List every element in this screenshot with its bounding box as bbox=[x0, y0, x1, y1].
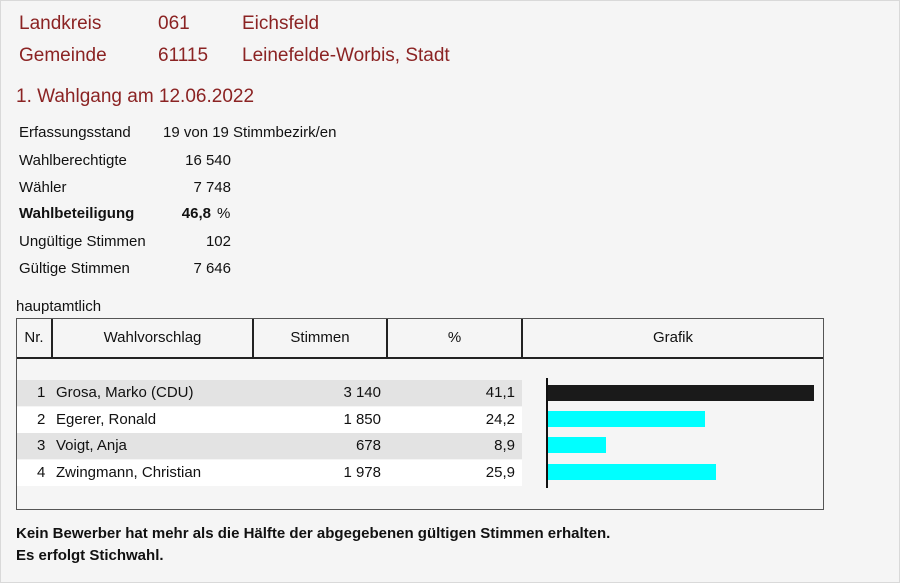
row-votes: 1 850 bbox=[343, 411, 381, 428]
row-pct: 8,9 bbox=[494, 437, 515, 454]
landkreis-label: Landkreis bbox=[19, 13, 102, 34]
grafik-chart bbox=[546, 378, 818, 488]
chart-axis bbox=[546, 378, 548, 488]
header-nr: Nr. bbox=[17, 319, 53, 357]
election-title: 1. Wahlgang am 12.06.2022 bbox=[16, 86, 255, 107]
gemeinde-name: Leinefelde-Worbis, Stadt bbox=[242, 45, 450, 66]
erfassungsstand-value: 19 von 19 Stimmbezirk/en bbox=[163, 124, 337, 141]
row-votes: 3 140 bbox=[343, 384, 381, 401]
row-nr: 2 bbox=[37, 411, 46, 428]
chart-bar bbox=[548, 385, 814, 401]
table-row: 3 Voigt, Anja 678 8,9 bbox=[17, 433, 522, 459]
row-name: Zwingmann, Christian bbox=[56, 464, 202, 481]
gemeinde-code: 61115 bbox=[158, 45, 209, 66]
gueltige-label: Gültige Stimmen bbox=[19, 260, 130, 277]
wahlbeteiligung-value: 46,8 bbox=[181, 205, 211, 222]
waehler-label: Wähler bbox=[19, 179, 67, 196]
row-votes: 1 978 bbox=[343, 464, 381, 481]
chart-bar bbox=[548, 411, 705, 427]
waehler-value: 7 748 bbox=[193, 179, 231, 196]
result-note: Kein Bewerber hat mehr als die Hälfte de… bbox=[16, 525, 611, 542]
row-nr: 3 bbox=[37, 437, 46, 454]
row-name: Egerer, Ronald bbox=[56, 411, 157, 428]
ungueltige-label: Ungültige Stimmen bbox=[19, 233, 146, 250]
results-table: Nr. Wahlvorschlag Stimmen % Grafik 1 Gro… bbox=[16, 318, 824, 510]
gemeinde-label: Gemeinde bbox=[19, 45, 107, 66]
row-nr: 4 bbox=[37, 464, 46, 481]
erfassungsstand-label: Erfassungsstand bbox=[19, 124, 131, 141]
header-percent: % bbox=[388, 319, 523, 357]
landkreis-code: 061 bbox=[158, 13, 190, 34]
chart-bar bbox=[548, 437, 606, 453]
table-header: Nr. Wahlvorschlag Stimmen % Grafik bbox=[17, 319, 823, 359]
table-row: 1 Grosa, Marko (CDU) 3 140 41,1 bbox=[17, 380, 522, 406]
row-pct: 24,2 bbox=[485, 411, 515, 428]
ungueltige-value: 102 bbox=[205, 233, 231, 250]
row-votes: 678 bbox=[355, 437, 381, 454]
row-nr: 1 bbox=[37, 384, 46, 401]
table-caption: hauptamtlich bbox=[16, 298, 102, 315]
row-pct: 41,1 bbox=[485, 384, 515, 401]
header-grafik: Grafik bbox=[652, 329, 693, 346]
table-row: 2 Egerer, Ronald 1 850 24,2 bbox=[17, 407, 522, 433]
wahlbeteiligung-label: Wahlbeteiligung bbox=[19, 205, 135, 222]
header-wahlvorschlag: Wahlvorschlag bbox=[53, 319, 254, 357]
runoff-note: Es erfolgt Stichwahl. bbox=[16, 547, 164, 564]
table-row: 4 Zwingmann, Christian 1 978 25,9 bbox=[17, 460, 522, 486]
gueltige-value: 7 646 bbox=[193, 260, 231, 277]
wahlbeteiligung-unit: % bbox=[217, 205, 231, 222]
wahlberechtigte-label: Wahlberechtigte bbox=[19, 152, 127, 169]
row-pct: 25,9 bbox=[485, 464, 515, 481]
wahlberechtigte-value: 16 540 bbox=[185, 152, 231, 169]
row-name: Voigt, Anja bbox=[56, 437, 127, 454]
landkreis-name: Eichsfeld bbox=[242, 13, 320, 34]
row-name: Grosa, Marko (CDU) bbox=[56, 384, 194, 401]
header-stimmen: Stimmen bbox=[254, 319, 388, 357]
chart-bar bbox=[548, 464, 716, 480]
